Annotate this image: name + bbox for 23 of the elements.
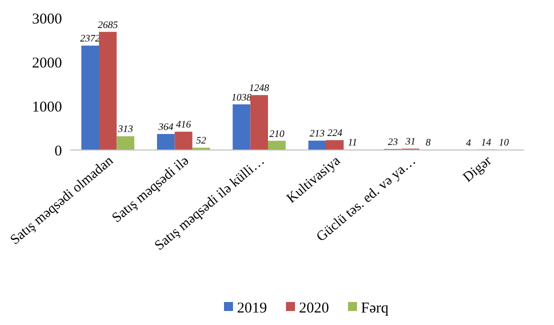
y-tick-label: 0: [54, 143, 62, 160]
data-label: 224: [327, 128, 342, 140]
data-label: 364: [157, 122, 174, 133]
data-label: 10: [498, 138, 509, 149]
data-label: 213: [310, 128, 325, 140]
data-label: 2685: [98, 20, 118, 31]
data-label: 14: [481, 137, 492, 148]
y-tick-label: 3000: [32, 11, 62, 28]
data-label: 4: [466, 138, 472, 149]
data-label: 210: [269, 128, 284, 140]
legend-label: 2019: [237, 300, 267, 316]
data-label: 8: [426, 138, 431, 149]
data-label: 1248: [249, 83, 270, 94]
data-label: 313: [116, 124, 133, 136]
data-label: 11: [348, 138, 358, 149]
data-label: 31: [404, 136, 416, 148]
y-tick-label: 2000: [32, 55, 62, 72]
data-label: 416: [176, 120, 191, 131]
data-label: 23: [388, 136, 398, 148]
legend-label: Fərq: [361, 300, 389, 316]
legend-label: 2020: [299, 300, 329, 316]
y-tick-label: 1000: [32, 99, 62, 116]
data-label: 52: [196, 136, 206, 147]
